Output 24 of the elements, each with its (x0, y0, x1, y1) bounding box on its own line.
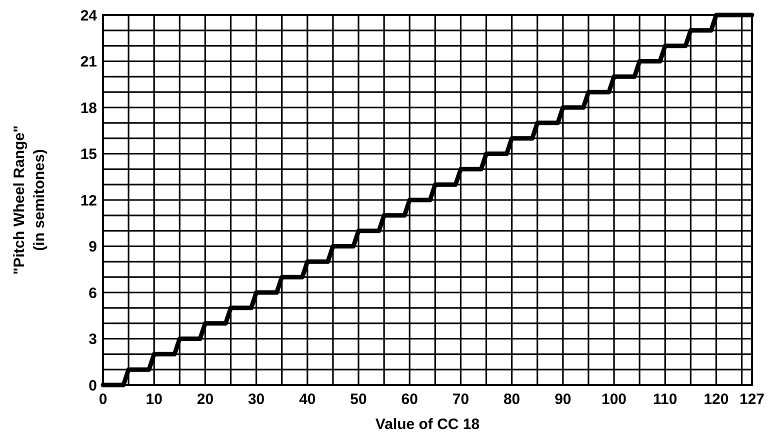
x-tick-label: 50 (350, 391, 367, 408)
x-tick-label: 110 (653, 391, 678, 408)
y-tick-label: 18 (80, 100, 97, 117)
x-tick-label: 20 (196, 391, 214, 408)
x-tick-label: 80 (503, 391, 520, 408)
x-tick-label: 70 (452, 391, 470, 408)
x-tick-label: 127 (739, 391, 765, 408)
y-tick-label: 9 (88, 238, 97, 256)
x-axis-title: Value of CC 18 (375, 416, 480, 433)
x-tick-label: 120 (704, 391, 729, 408)
x-tick-label: 100 (602, 391, 627, 408)
y-tick-label: 3 (88, 331, 97, 348)
y-axis-title: "Pitch Wheel Range" (in semitones) (11, 125, 48, 275)
x-tick-label: 90 (554, 391, 572, 408)
y-tick-label: 12 (80, 192, 97, 210)
y-tick-label: 21 (80, 54, 97, 70)
y-tick-label: 6 (88, 284, 97, 302)
y-tick-label: 24 (80, 7, 98, 24)
y-tick-label: 0 (88, 377, 97, 394)
x-tick-label: 40 (299, 391, 316, 408)
x-tick-label: 60 (401, 391, 418, 408)
x-tick-label: 30 (248, 391, 265, 408)
y-tick-label: 15 (80, 146, 97, 163)
x-tick-label: 10 (146, 391, 162, 408)
